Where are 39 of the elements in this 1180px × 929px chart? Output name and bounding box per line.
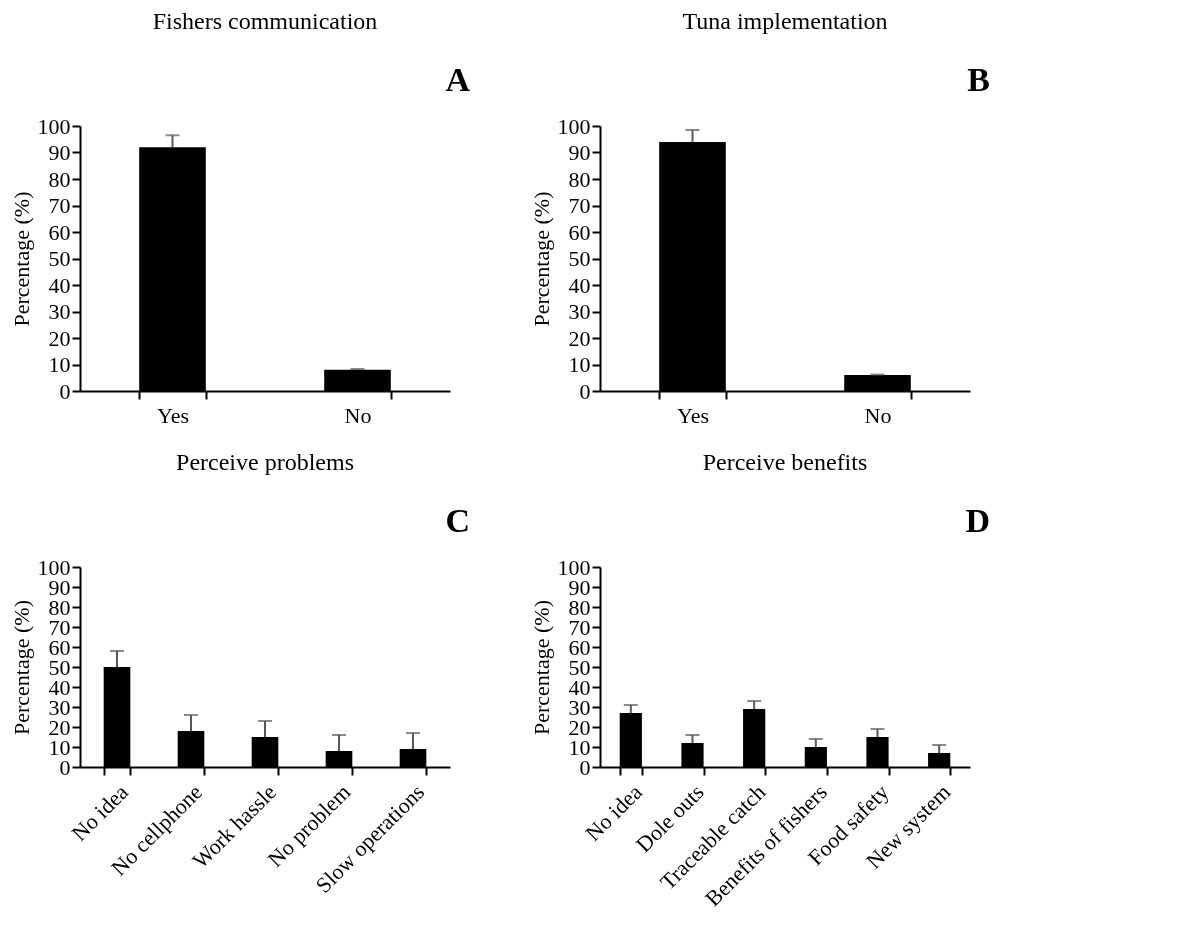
- y-tick-label: 100: [557, 113, 591, 139]
- y-tick-label: 60: [568, 219, 591, 245]
- x-tick-label: No idea: [66, 779, 134, 846]
- y-tick-label: 50: [568, 246, 591, 271]
- y-axis-title: Percentage (%): [8, 191, 34, 327]
- y-tick-label: 70: [568, 193, 591, 218]
- y-tick-label: 80: [568, 166, 591, 192]
- x-tick-label: No: [344, 402, 372, 428]
- text: B: [967, 61, 990, 98]
- y-tick-label: 60: [48, 219, 71, 245]
- y-tick-label: 40: [48, 272, 71, 298]
- y-tick-label: 40: [568, 272, 591, 298]
- text: D: [965, 502, 990, 539]
- y-tick-label: 10: [48, 352, 71, 377]
- y-tick-label: 0: [579, 378, 591, 404]
- y-tick-label: 50: [48, 246, 71, 271]
- y-tick-label: 20: [48, 325, 71, 351]
- text: A: [445, 61, 471, 98]
- y-tick-label: 90: [568, 140, 591, 165]
- x-tick-label: No: [864, 402, 892, 428]
- y-tick-label: 10: [568, 352, 591, 377]
- y-tick-label: 20: [568, 325, 591, 351]
- y-tick-label: 80: [48, 166, 71, 192]
- y-tick-label: 0: [59, 378, 71, 404]
- x-tick-label: Yes: [156, 402, 190, 428]
- text: C: [445, 502, 470, 539]
- chart-title: Tuna implementation: [682, 8, 888, 34]
- chart-title: Perceive benefits: [702, 449, 868, 475]
- y-tick-label: 30: [568, 299, 591, 324]
- chart-title: Fishers communication: [152, 8, 378, 34]
- x-tick-label: Yes: [676, 402, 710, 428]
- y-tick-label: 30: [48, 299, 71, 324]
- y-tick-label: 70: [48, 193, 71, 218]
- y-axis-title: Percentage (%): [528, 191, 554, 327]
- y-tick-label: 100: [37, 113, 71, 139]
- y-tick-label: 90: [48, 140, 71, 165]
- y-axis-title: Percentage (%): [528, 600, 554, 735]
- y-axis-title: Percentage (%): [8, 600, 34, 735]
- chart-title: Perceive problems: [176, 449, 354, 475]
